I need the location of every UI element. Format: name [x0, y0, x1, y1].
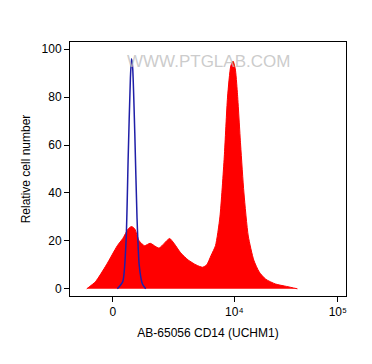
svg-text:WWW.PTGLAB.COM: WWW.PTGLAB.COM — [127, 52, 290, 71]
svg-text:10⁴: 10⁴ — [225, 305, 244, 319]
svg-text:100: 100 — [42, 42, 62, 56]
svg-text:80: 80 — [48, 90, 62, 104]
svg-text:40: 40 — [48, 186, 62, 200]
svg-text:AB-65056 CD14 (UCHM1): AB-65056 CD14 (UCHM1) — [137, 326, 278, 340]
svg-text:Relative cell number: Relative cell number — [19, 115, 33, 224]
svg-text:10⁵: 10⁵ — [329, 305, 347, 319]
svg-text:20: 20 — [48, 234, 62, 248]
svg-text:0: 0 — [55, 282, 62, 296]
svg-text:0: 0 — [110, 305, 117, 319]
svg-text:60: 60 — [48, 138, 62, 152]
